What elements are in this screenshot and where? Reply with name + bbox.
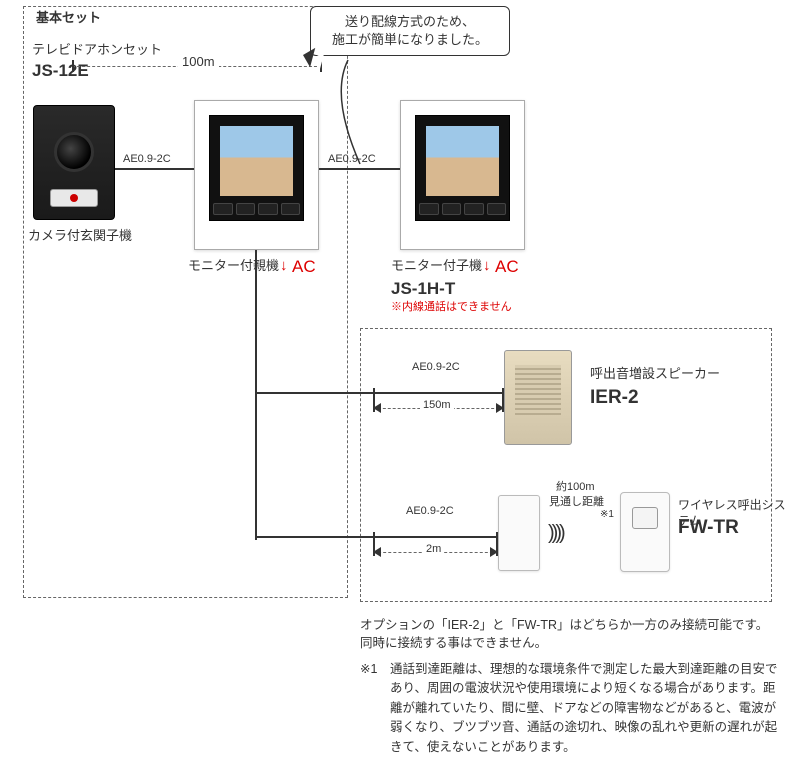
dim-2m-label: 2m xyxy=(423,542,444,556)
bus-to-wireless xyxy=(255,536,373,538)
sub-monitor xyxy=(400,100,525,250)
dim-100m-left xyxy=(72,60,74,72)
bus-to-speaker xyxy=(255,392,373,394)
cable-4 xyxy=(373,536,498,538)
wireless-model: FW-TR xyxy=(678,516,739,541)
set-model: JS-12E xyxy=(32,60,89,82)
master-ac-arrow: ↓ xyxy=(280,256,288,276)
cable-3-type: AE0.9-2C xyxy=(412,360,460,374)
callout-line1: 送り配線方式のため、 xyxy=(345,14,475,29)
basic-set-title: 基本セット xyxy=(32,10,105,27)
wireless-range-pre: 約100m xyxy=(556,480,595,494)
note-1: ※1通話到達距離は、理想的な環境条件で測定した最大到達距離の目安であり、周囲の電… xyxy=(360,660,784,757)
sub-note: ※内線通話はできません xyxy=(391,300,512,314)
sub-ac: AC xyxy=(495,256,519,278)
sub-ac-arrow: ↓ xyxy=(483,256,491,276)
callout-line2: 施工が簡単になりました。 xyxy=(332,32,488,47)
dist-100m: 100m xyxy=(178,54,219,71)
speaker-label: 呼出音増設スピーカー xyxy=(590,366,720,383)
radio-waves-icon: )))) xyxy=(548,522,563,545)
wireless-receiver xyxy=(620,492,670,572)
camera-label: カメラ付玄関子機 xyxy=(28,228,132,245)
camera-door-station xyxy=(33,105,115,220)
master-label: モニター付親機 xyxy=(188,258,279,275)
wireless-transmitter xyxy=(498,495,540,571)
option-note-2: 同時に接続する事はできません。 xyxy=(360,634,780,653)
cable-3 xyxy=(373,392,504,394)
wireless-range-sub: 見通し距離 xyxy=(549,495,604,509)
cable-1-type: AE0.9-2C xyxy=(123,152,171,166)
bus-vertical xyxy=(255,250,257,540)
speaker-model: IER-2 xyxy=(590,386,639,411)
wireless-range-ref: ※1 xyxy=(600,508,614,521)
dim-150m-label: 150m xyxy=(420,398,454,412)
sub-model: JS-1H-T xyxy=(391,278,455,300)
speaker-device xyxy=(504,350,572,445)
option-note-1: オプションの「IER-2」と「FW-TR」はどちらか一方のみ接続可能です。 xyxy=(360,616,780,635)
cable-4-type: AE0.9-2C xyxy=(406,504,454,518)
sub-label: モニター付子機 xyxy=(391,258,482,275)
master-ac: AC xyxy=(292,256,316,278)
cable-1 xyxy=(115,168,194,170)
callout-leader xyxy=(300,46,400,171)
set-sub-label: テレビドアホンセット xyxy=(32,42,162,59)
